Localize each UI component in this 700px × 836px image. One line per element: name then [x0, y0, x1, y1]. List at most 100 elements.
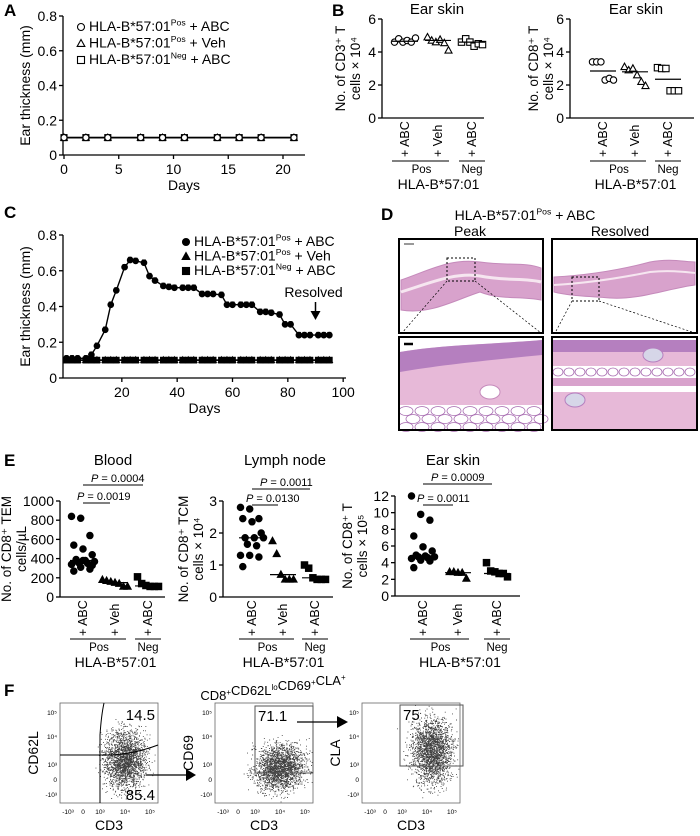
tissue-section-resolved [553, 259, 696, 299]
data-point [159, 134, 167, 142]
data-point [319, 355, 328, 364]
fat-cell [596, 367, 608, 377]
data-point [410, 563, 418, 572]
gate-percent: 85.4 [126, 787, 155, 804]
zoom-connector [401, 280, 448, 334]
data-point [146, 272, 153, 280]
y-tick-label: 10⁵ [202, 710, 212, 717]
data-point [74, 354, 81, 362]
y-axis-label: cells × 10⁴ [348, 37, 363, 100]
flow-plot-frame [361, 702, 461, 804]
y-axis-label: No. of CD8⁺ T [340, 503, 355, 589]
data-point [461, 573, 471, 582]
x-tick-label: 0 [60, 161, 68, 177]
y-tick-label: 0 [53, 777, 57, 784]
y-tick-label: 8 [381, 521, 389, 537]
data-point [674, 87, 683, 95]
x-tick-label: 100 [331, 384, 355, 400]
category-label: + ABC [416, 600, 430, 636]
data-point [305, 355, 314, 364]
vessel [479, 384, 501, 400]
image-frame [551, 336, 698, 431]
x-axis-label: CD3 [95, 817, 123, 833]
category-label: + ABC [308, 600, 322, 636]
data-point [290, 134, 298, 142]
x-tick-label: 10⁵ [447, 809, 457, 816]
y-tick-label: 10³ [350, 762, 360, 769]
fat-cell [526, 406, 542, 416]
data-point [287, 321, 294, 328]
y-axis-label: cells × 10⁴ [541, 37, 556, 100]
data-point [70, 541, 78, 549]
x-tick-label: 10⁴ [120, 809, 130, 816]
x-tick-label: 5 [115, 161, 123, 177]
data-point [294, 355, 303, 364]
data-point [209, 355, 218, 364]
data-point [106, 355, 115, 364]
category-label: + ABC [661, 121, 675, 157]
y-tick-label: 4 [381, 555, 389, 571]
flow-events [243, 734, 313, 803]
data-point [641, 81, 650, 90]
y-tick-label: 2 [209, 525, 217, 541]
y-axis-label: No. of CD8⁺ TEM [0, 496, 14, 602]
fat-cell [469, 414, 485, 424]
data-point [145, 355, 154, 364]
legend-marker [181, 237, 191, 247]
y-tick-label: 400 [31, 551, 55, 567]
data-point [126, 256, 134, 264]
data-point [236, 503, 245, 512]
data-point [104, 134, 112, 142]
gate-horizontal [60, 744, 159, 756]
data-point [165, 283, 173, 291]
cartilage-layer [400, 273, 542, 294]
epidermis-resolved [553, 340, 696, 352]
y-axis-label: CD69 [180, 735, 196, 771]
data-point [179, 284, 187, 292]
data-point [198, 355, 207, 364]
p-value-label: P = 0.0009 [431, 472, 485, 484]
data-point [252, 542, 261, 550]
y-tick-label: 0 [368, 110, 376, 126]
y-tick-label: 600 [31, 531, 55, 547]
data-point [76, 563, 85, 571]
fat-cell [494, 406, 510, 416]
x-tick-label: 10³ [95, 809, 105, 816]
data-point [239, 562, 247, 571]
y-tick-label: 6 [556, 11, 564, 27]
data-point [222, 355, 231, 364]
x-tick-label: 0 [383, 809, 387, 816]
data-point [198, 290, 206, 298]
group-label: Pos [89, 642, 109, 654]
data-point [88, 551, 96, 559]
y-tick-label: 0 [49, 147, 57, 163]
data-point [126, 355, 135, 364]
data-point [88, 561, 96, 570]
data-point [267, 355, 276, 364]
group-label: Neg [137, 642, 158, 654]
legend-label: HLA-B*57:01Neg + ABC [89, 51, 231, 67]
cartilage-resolved [553, 378, 696, 386]
data-point [203, 355, 212, 364]
fat-cell [485, 414, 501, 424]
resolved-annotation: Resolved [284, 284, 342, 300]
y-tick-label: 0 [46, 589, 54, 605]
data-point [178, 355, 187, 364]
legend-label: HLA-B*57:01Neg + ABC [194, 262, 336, 278]
fat-cell [462, 406, 478, 416]
category-label: + ABC [245, 600, 259, 636]
category-label: + Veh [628, 125, 642, 157]
y-tick-label: 10⁴ [47, 734, 57, 741]
data-point [325, 355, 334, 364]
x-tick-label: 10⁵ [145, 809, 155, 816]
x-tick-label: 10⁵ [300, 809, 310, 816]
data-point [107, 301, 115, 309]
y-tick-label: 2 [368, 77, 376, 93]
data-point [86, 531, 94, 540]
y-tick-label: 6 [381, 538, 389, 554]
data-point [426, 557, 434, 565]
chart-title: Blood [94, 452, 132, 469]
y-tick-label: 0.6 [38, 263, 58, 279]
y-tick-label: 2 [381, 571, 389, 587]
data-point [245, 505, 254, 513]
